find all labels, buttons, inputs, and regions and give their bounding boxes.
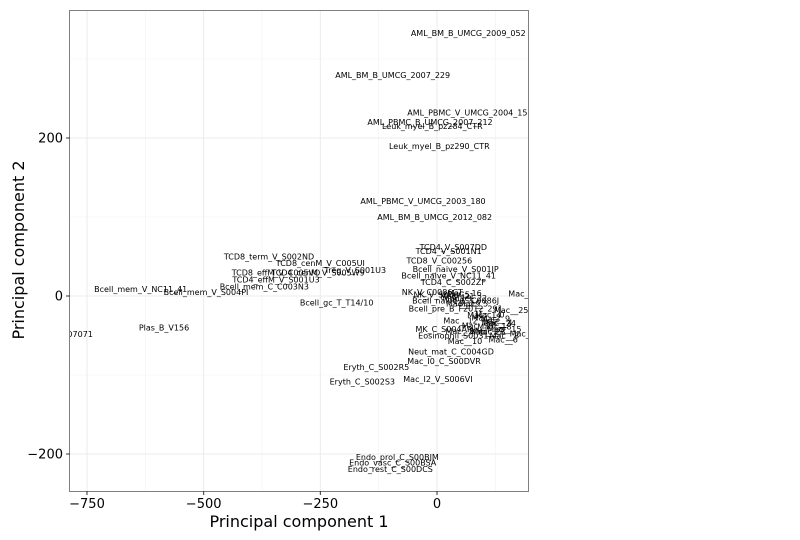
x-axis-title: Principal component 1 bbox=[209, 512, 388, 531]
point-label: Eryth_C_S002S3 bbox=[330, 377, 395, 386]
cluster-point-label: Mac__4 bbox=[483, 318, 512, 327]
y-tick-label: 200 bbox=[38, 132, 63, 147]
cluster-point-label: Mac__9 bbox=[481, 314, 510, 323]
grid-lines bbox=[70, 11, 528, 491]
point-label: Neut_mat_C_C004GD bbox=[408, 347, 494, 356]
point-label: NK_V_S000G5 bbox=[413, 290, 469, 299]
x-tick-label: −250 bbox=[302, 497, 338, 512]
point-label: Endo_prol_C_S00BJM bbox=[356, 453, 439, 462]
point-label: Mac_I2_V_S006VI bbox=[403, 375, 472, 384]
point-label: Bcell_mem_V_S004PI bbox=[164, 288, 249, 297]
cluster-point-label: Mac__21 bbox=[440, 292, 474, 301]
cluster-point-label: Mac__19 bbox=[446, 300, 480, 309]
cluster-point-label: Mac__0 bbox=[475, 311, 504, 320]
cluster-point-label: Mac__15 bbox=[487, 325, 521, 334]
x-tick-label: −500 bbox=[186, 497, 222, 512]
point-label: Leuk_myel_B_pz290_CTR bbox=[389, 142, 490, 151]
point-label: TCD4_V_S007DD bbox=[419, 243, 487, 252]
point-label: Leuk_myel_B_pz284_CTR bbox=[382, 122, 483, 131]
y-tick-label: 0 bbox=[55, 290, 63, 305]
point-label: AML_PBMC_V_UMCG_2004_15 bbox=[407, 109, 527, 118]
point-label: AML_PBMC_V_UMCG_2003_180 bbox=[360, 197, 485, 206]
point-label: Bcell_naive_V_NC11_41 bbox=[401, 271, 496, 280]
point-label: Endo_rest_C_S00DCS bbox=[348, 465, 433, 474]
point-label: AML_BM_B_UMCG_2009_052 bbox=[411, 29, 526, 38]
point-label: AML_BM_B_UMCG_2012_082 bbox=[377, 213, 492, 222]
point-label: Plas_B_MO7071 bbox=[30, 330, 93, 339]
cluster-point-label: Mac__25 bbox=[494, 306, 528, 315]
cluster-point-label: Mac__8 bbox=[490, 331, 519, 340]
point-label: MK_C_S004AR bbox=[415, 325, 473, 334]
cluster-point-label: Mac__11 bbox=[508, 290, 542, 299]
point-label: AML_PBMC_B_UMCG_2007_212 bbox=[367, 118, 492, 127]
point-label: Bcell_naive_C_C0086J bbox=[412, 297, 499, 306]
point-label: Bcell_naive_V_S001JP bbox=[413, 265, 499, 274]
y-tick-label: −200 bbox=[27, 448, 63, 463]
point-label: NK_V_C0086CT bbox=[402, 288, 463, 297]
cluster-point-label: Mac__1 bbox=[446, 327, 475, 336]
cluster-point-label: Mac__6 bbox=[489, 335, 518, 344]
point-label: TCD4_cenM_V_S005W9 bbox=[270, 268, 364, 277]
point-labels: AML_BM_B_UMCG_2009_052 AML_BM_B_UMCG_2007… bbox=[30, 29, 544, 474]
cluster-point-label: Mac__14 bbox=[467, 311, 501, 320]
cluster-point-label: Mac__17 bbox=[469, 327, 503, 336]
cluster-point-label: Mac__22 bbox=[453, 294, 487, 303]
y-axis-title: Principal component 2 bbox=[9, 160, 28, 339]
point-label: Eosinophil_S0031 bbox=[418, 332, 488, 341]
point-label: TCD4_effM_V_S001U3 bbox=[231, 275, 319, 284]
x-tick-label: 0 bbox=[433, 497, 441, 512]
point-label: Mac_I0_C_S00DVR bbox=[407, 357, 481, 366]
cluster-point-label: Mac__3 bbox=[443, 294, 472, 303]
point-label: TCD8_V_C00256 bbox=[405, 256, 472, 265]
point-label: Plas_B_V156 bbox=[139, 324, 189, 333]
cluster-point-label: Mac__5 bbox=[459, 299, 488, 308]
point-label: Bcell_pre_B_F2012_291 bbox=[409, 305, 503, 314]
cluster-point-label: Mac__12 bbox=[443, 317, 477, 326]
cluster-point-label: Mac__24 bbox=[482, 319, 516, 328]
y-axis: −200 0 200 bbox=[27, 132, 70, 463]
point-label: Treg_V_S001U3 bbox=[324, 266, 387, 275]
point-label: Bcell_mem_C_C003N3 bbox=[220, 283, 309, 292]
point-label: TCD8_effM_V_C005VO bbox=[231, 268, 321, 277]
point-label: AML_BM_B_UMCG_2007_229 bbox=[335, 71, 450, 80]
point-label: TCD8_term_V_S002ND bbox=[223, 253, 314, 262]
point-label: TCD4_C_S002ZF bbox=[420, 278, 487, 287]
cluster-point-label: Mac__16 bbox=[447, 289, 481, 298]
cluster-point-label: Mac__10 bbox=[448, 337, 482, 346]
x-axis: −750 −500 −250 0 bbox=[69, 491, 441, 512]
cluster-point-label: Mac__2 bbox=[472, 313, 501, 322]
point-label: TCD8_cenM_V_C005UI bbox=[275, 259, 365, 268]
plot-border bbox=[69, 10, 529, 492]
point-label: Bcell_gc_T_T14/10 bbox=[300, 298, 374, 307]
point-label: TCD4_V_S001N1 bbox=[415, 247, 482, 256]
point-label: Eryth_C_S002R5 bbox=[343, 363, 409, 372]
x-tick-label: −750 bbox=[69, 497, 105, 512]
cluster-point-label: Mac__7 bbox=[476, 327, 505, 336]
cluster-point-label: Mac__23 bbox=[471, 327, 505, 336]
cluster-point-label: Mac__13 bbox=[510, 330, 544, 339]
cluster-point-label: Mac__20 bbox=[462, 321, 496, 330]
point-label: Endo_vasc_C_S00BSA bbox=[349, 459, 437, 468]
cluster-point-label: Mac__18 bbox=[477, 322, 511, 331]
point-label: Bcell_mem_V_NC11_41 bbox=[94, 285, 187, 294]
